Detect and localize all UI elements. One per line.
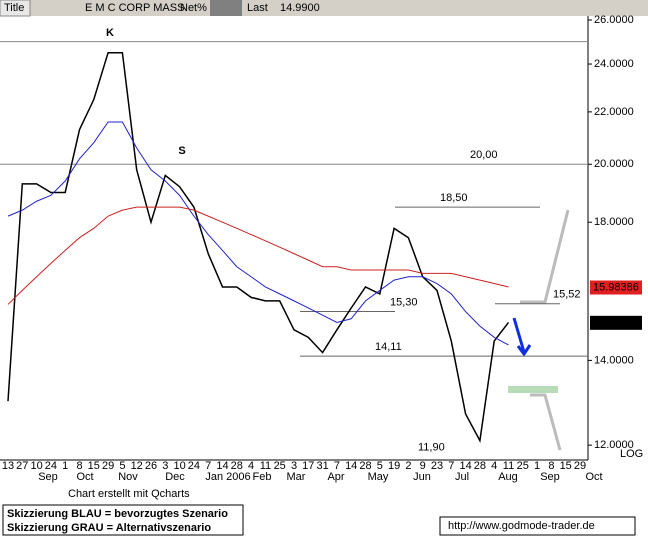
x-tick-label: 26 (145, 460, 157, 472)
y-tick-label: 26.0000 (594, 14, 634, 26)
level-label: 14,11 (375, 341, 402, 353)
month-label: Feb (253, 471, 272, 483)
x-tick-label: 31 (316, 460, 328, 472)
x-tick-label: 28 (474, 460, 486, 472)
x-tick-label: 10 (30, 460, 42, 472)
x-tick-label: 14 (216, 460, 228, 472)
month-label: Sep (540, 471, 560, 483)
x-tick-label: 7 (205, 460, 211, 472)
header-last: 14.9900 (280, 2, 320, 14)
legend-grey: Skizzierung GRAU = Alternativszenario (7, 522, 211, 534)
month-label: Jun (413, 471, 431, 483)
x-tick-label: 1 (534, 460, 540, 472)
level-label: 20,00 (470, 149, 498, 161)
blue-scenario (512, 317, 532, 357)
x-tick-label: 3 (291, 460, 297, 472)
series-line (7, 121, 509, 346)
pattern-marker: S (178, 145, 185, 157)
header-bar (0, 0, 648, 16)
x-tick-label: 14 (345, 460, 357, 472)
level-label: 15,52 (553, 289, 581, 301)
x-tick-label: 23 (431, 460, 443, 472)
x-tick-label: 27 (16, 460, 28, 472)
x-tick-label: 25 (274, 460, 286, 472)
header-netpct: Net% (180, 2, 207, 14)
month-label: Jul (455, 471, 469, 483)
month-label: Nov (118, 471, 138, 483)
header-symbol: E M C CORP MASS (85, 2, 184, 14)
month-label: Sep (38, 471, 58, 483)
target-zone (508, 386, 558, 393)
x-tick-label: 25 (517, 460, 529, 472)
level-label: 18,50 (440, 192, 468, 204)
x-tick-label: 4 (248, 460, 254, 472)
x-tick-label: 15 (560, 460, 572, 472)
month-label: May (368, 471, 389, 483)
x-tick-label: 2 (405, 460, 411, 472)
x-tick-label: 13 (2, 460, 14, 472)
month-label: Dec (165, 471, 185, 483)
month-label: Jan 2006 (205, 471, 250, 483)
month-label: Aug (498, 471, 518, 483)
url-box[interactable] (439, 516, 636, 536)
scale-label: LOG (620, 448, 643, 460)
x-tick-label: 24 (45, 460, 57, 472)
price-tag-label: 15.98386 (593, 281, 639, 293)
x-tick-label: 8 (76, 460, 82, 472)
x-tick-label: 10 (173, 460, 185, 472)
x-tick-label: 29 (574, 460, 586, 472)
x-tick-label: 17 (302, 460, 314, 472)
x-tick-label: 3 (162, 460, 168, 472)
x-tick-label: 9 (420, 460, 426, 472)
y-tick-label: 14.0000 (594, 354, 634, 366)
x-tick-label: 4 (491, 460, 497, 472)
pattern-marker: K (106, 27, 114, 39)
y-tick-label: 12.0000 (594, 439, 634, 451)
month-label: Oct (76, 471, 93, 483)
month-label: Oct (585, 471, 602, 483)
header-cell (0, 0, 31, 17)
x-tick-label: 11 (260, 460, 271, 472)
y-tick-label: 24.0000 (594, 58, 634, 70)
price-tag (590, 315, 642, 330)
x-tick-label: 12 (131, 460, 143, 472)
x-tick-label: 5 (377, 460, 383, 472)
header-last-label: Last (247, 2, 268, 14)
grey-scenario (530, 393, 562, 451)
x-tick-label: 28 (359, 460, 371, 472)
series-line (7, 206, 509, 305)
x-tick-label: 7 (334, 460, 340, 472)
x-tick-label: 8 (548, 460, 554, 472)
y-tick-label: 20.0000 (594, 158, 634, 170)
x-tick-label: 29 (102, 460, 114, 472)
x-tick-label: 28 (231, 460, 243, 472)
series-line (7, 51, 510, 443)
level-label: 11,90 (418, 442, 445, 454)
month-label: Apr (327, 471, 344, 483)
x-tick-label: 1 (62, 460, 68, 472)
credit: Chart erstellt mit Qcharts (68, 488, 190, 500)
x-tick-label: 15 (88, 460, 100, 472)
grey-scenario (520, 209, 570, 304)
x-tick-label: 14 (459, 460, 471, 472)
level-label: 15,30 (390, 296, 418, 308)
x-tick-label: 19 (388, 460, 400, 472)
x-tick-label: 11 (503, 460, 514, 472)
month-label: Mar (287, 471, 306, 483)
header-cell (210, 0, 242, 16)
x-tick-label: 5 (119, 460, 125, 472)
legend-box (2, 504, 244, 536)
price-tag-label: 14.9900 (593, 317, 633, 329)
legend-blue: Skizzierung BLAU = bevorzugtes Szenario (7, 508, 228, 520)
y-tick-label: 22.0000 (594, 106, 634, 118)
y-tick-label: 18.0000 (594, 216, 634, 228)
price-tag (590, 280, 642, 295)
header-title: Title (4, 2, 24, 14)
url[interactable]: http://www.godmode-trader.de (448, 520, 595, 532)
x-tick-label: 24 (188, 460, 200, 472)
x-tick-label: 7 (448, 460, 454, 472)
